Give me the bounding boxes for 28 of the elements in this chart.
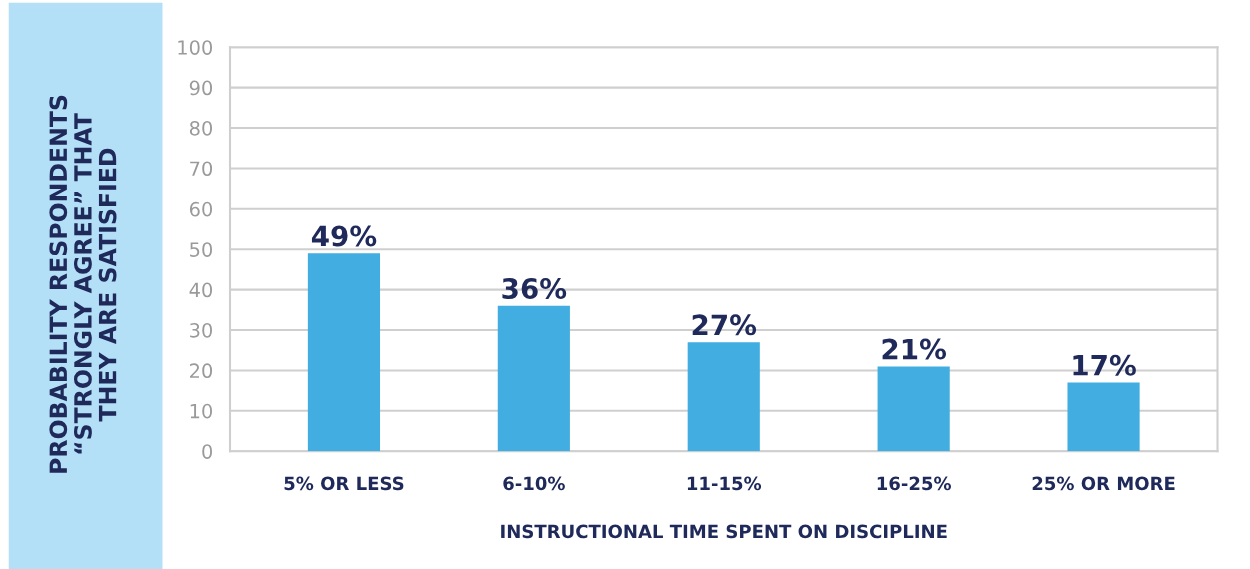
data-label: 17% xyxy=(1073,354,1136,376)
bar xyxy=(1067,382,1140,452)
y-tick-label: 100 xyxy=(178,40,213,55)
y-tick-label: 60 xyxy=(189,201,213,217)
bar xyxy=(497,305,570,452)
y-tick-label: 20 xyxy=(190,363,213,379)
y-tick-label: 0 xyxy=(202,444,213,459)
x-axis-title: INSTRUCTIONAL TIME SPENT ON DISCIPLINE xyxy=(501,524,947,539)
x-tick-label: 16-25% xyxy=(877,476,951,491)
y-tick-label: 10 xyxy=(190,403,213,419)
y-tick-label: 80 xyxy=(189,120,213,136)
data-label: 27% xyxy=(692,314,757,336)
y-tick-label: 30 xyxy=(190,322,213,338)
x-tick-label: 25% OR MORE xyxy=(1032,476,1175,491)
x-tick-label: 11-15% xyxy=(687,476,762,491)
data-label: 36% xyxy=(502,278,567,300)
bar xyxy=(877,366,950,452)
bar xyxy=(307,253,381,452)
y-axis-title: PROBABILITY RESPONDENTS “STRONGLY AGREE” THAT THEY ARE SATISFIED xyxy=(49,95,117,473)
data-label: 49% xyxy=(311,225,377,247)
data-label: 21% xyxy=(882,338,947,360)
y-tick-label: 70 xyxy=(190,161,213,177)
y-tick-label: 50 xyxy=(190,242,213,257)
x-tick-label: 5% OR LESS xyxy=(284,476,404,491)
y-tick-label: 40 xyxy=(189,282,213,298)
y-tick-label: 90 xyxy=(189,80,213,96)
x-tick-label: 6-10% xyxy=(503,476,565,491)
bar xyxy=(687,342,760,452)
